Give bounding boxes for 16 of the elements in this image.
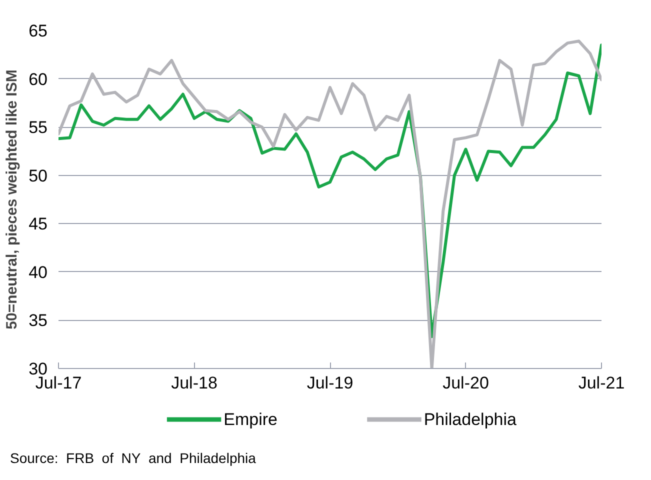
y-tick-label: 60 (28, 70, 48, 89)
y-tick-label: 45 (28, 214, 48, 234)
y-tick-label: 40 (28, 262, 48, 282)
x-tick-label: Jul-19 (306, 374, 354, 392)
y-tick-label: 50 (28, 166, 48, 186)
x-tick-label: Jul-18 (171, 374, 218, 392)
y-axis-title: 50=neutral, pieces weighted like ISM (4, 70, 21, 330)
source-note: Source: FRB of NY and Philadelphia (10, 449, 256, 468)
x-tick-label: Jul-20 (442, 374, 489, 392)
legend-label: Philadelphia (424, 410, 518, 429)
x-tick-label: Jul-21 (578, 374, 625, 392)
y-tick-label: 35 (28, 311, 48, 330)
legend-label: Empire (224, 410, 278, 429)
y-tick-label: 65 (28, 22, 48, 40)
x-tick-label: Jul-17 (35, 374, 82, 392)
y-tick-label: 55 (28, 118, 48, 138)
